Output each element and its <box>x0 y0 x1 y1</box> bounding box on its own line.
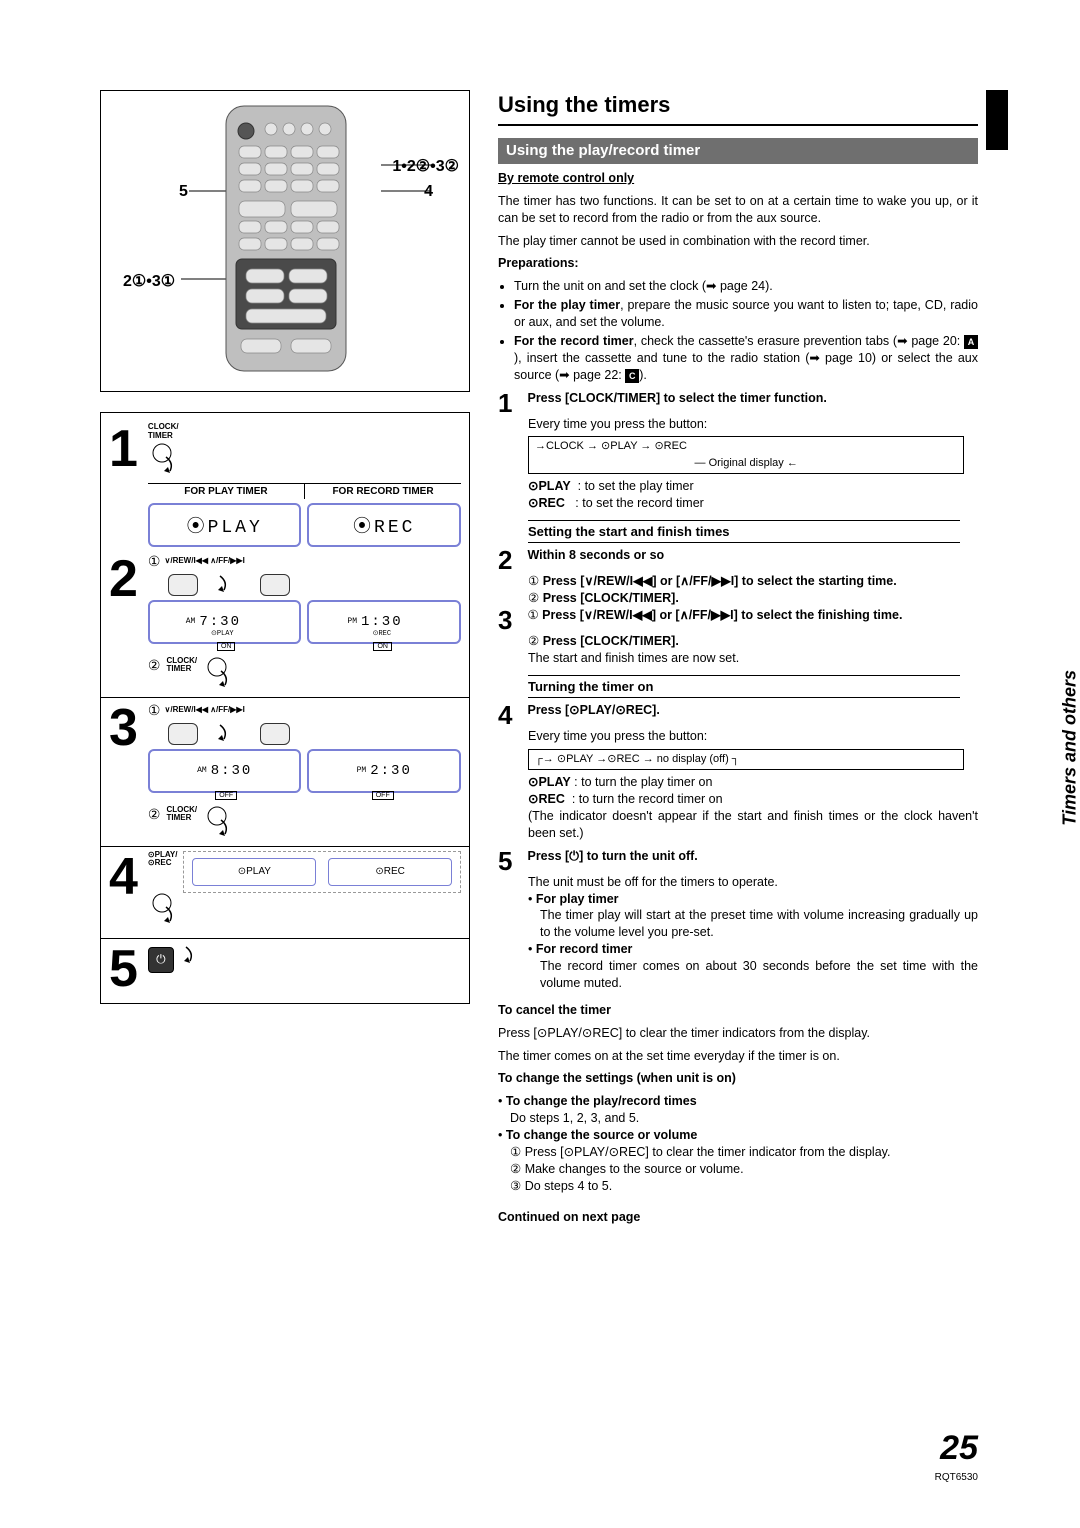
lcd-rec: ⦿REC <box>307 503 461 547</box>
setting-times-head: Setting the start and finish times <box>528 520 960 544</box>
prep-item: Turn the unit on and set the clock (➡ pa… <box>514 278 978 295</box>
power-button-icon: ⏻ <box>148 947 174 973</box>
document-id: RQT6530 <box>935 1472 978 1483</box>
step-number: 4 <box>109 851 138 903</box>
press-hand-icon <box>148 893 182 927</box>
step1-illustration: 1 CLOCK/ TIMER FOR PLAY TIMER FOR RECORD… <box>109 423 461 547</box>
on-badge: ON <box>373 642 392 651</box>
change-head: To change the settings (when unit is on) <box>498 1070 978 1087</box>
step3-text: 3 ① Press [∨/REW/I◀◀] or [∧/FF/▶▶I] to s… <box>498 607 978 667</box>
cancel-body: Press [⊙PLAY/⊙REC] to clear the timer in… <box>498 1025 978 1042</box>
step5-text: 5 Press [⏻] to turn the unit off. The un… <box>498 848 978 992</box>
side-section-label: Timers and others <box>1058 670 1080 826</box>
substep-1-icon: ① <box>148 553 161 570</box>
prep-item: For the record timer, check the cassette… <box>514 333 978 384</box>
illustration-column: 1•2②•3② 4 5 2①•3① <box>100 90 470 1478</box>
step3-illustration: 3 ① ∨/REW/I◀◀ ∧/FF/▶▶I AM8:30 <box>109 702 461 840</box>
step-number: 1 <box>109 423 138 475</box>
play-timer-header: FOR PLAY TIMER <box>148 484 305 499</box>
intro-text-2: The play timer cannot be used in combina… <box>498 233 978 250</box>
page-number: 25 <box>940 1429 978 1468</box>
lcd-play: ⦿PLAY <box>148 503 302 547</box>
prep-item: For the play timer, prepare the music so… <box>514 297 978 331</box>
press-hand-icon <box>203 657 237 691</box>
record-timer-header: FOR RECORD TIMER <box>305 484 461 499</box>
lcd-end-play: AM8:30 <box>148 749 302 793</box>
step-number: 2 <box>109 553 138 605</box>
substep-2-icon: ② <box>148 806 161 823</box>
section-title: Using the timers <box>498 90 978 126</box>
instruction-column: Using the timers Using the play/record t… <box>498 90 978 1478</box>
continued-note: Continued on next page <box>498 1209 978 1226</box>
rew-ff-label: ∨/REW/I◀◀ ∧/FF/▶▶I <box>164 557 244 566</box>
rew-ff-label: ∨/REW/I◀◀ ∧/FF/▶▶I <box>164 706 244 715</box>
turning-on-head: Turning the timer on <box>528 675 960 699</box>
off-badge: OFF <box>215 791 237 800</box>
step4-text: 4 Press [⊙PLAY/⊙REC]. Every time you pre… <box>498 702 978 841</box>
play-rec-label: ⊙PLAY/ ⊙REC <box>148 851 178 869</box>
remote-diagram: 1•2②•3② 4 5 2①•3① <box>100 90 470 392</box>
by-remote-note: By remote control only <box>498 170 978 187</box>
play-box: ⊙PLAY <box>192 858 316 886</box>
on-badge: ON <box>217 642 236 651</box>
button-icon <box>260 574 290 596</box>
button-icon <box>260 723 290 745</box>
step4-illustration: 4 ⊙PLAY/ ⊙REC ⊙PLAY ⊙REC <box>109 851 461 932</box>
intro-text: The timer has two functions. It can be s… <box>498 193 978 227</box>
step-number: 5 <box>109 943 138 995</box>
press-hand-icon <box>216 721 242 747</box>
cancel-head: To cancel the timer <box>498 1002 978 1019</box>
press-hand-icon <box>203 806 237 840</box>
step-number: 3 <box>109 702 138 754</box>
step2-text: 2 Within 8 seconds or so ① Press [∨/REW/… <box>498 547 978 607</box>
clock-timer-label: CLOCK/ TIMER <box>166 806 197 824</box>
press-hand-icon <box>216 572 242 598</box>
lcd-start-rec: PM1:30 ⊙REC <box>307 600 461 644</box>
step1-text: 1 Press [CLOCK/TIMER] to select the time… <box>498 390 978 512</box>
clock-timer-label: CLOCK/ TIMER <box>166 657 197 675</box>
preparations-list: Turn the unit on and set the clock (➡ pa… <box>498 278 978 383</box>
step5-illustration: 5 ⏻ <box>109 943 461 995</box>
rec-box: ⊙REC <box>328 858 452 886</box>
subsection-title: Using the play/record timer <box>498 138 978 164</box>
press-hand-icon <box>178 943 212 977</box>
clock-timer-label: CLOCK/ TIMER <box>148 423 179 441</box>
lcd-end-rec: PM2:30 <box>307 749 461 793</box>
substep-1-icon: ① <box>148 702 161 719</box>
press-hand-icon <box>148 443 182 477</box>
preparations-head: Preparations: <box>498 255 978 272</box>
steps-diagram: 1 CLOCK/ TIMER FOR PLAY TIMER FOR RECORD… <box>100 412 470 1004</box>
cancel-note: The timer comes on at the set time every… <box>498 1048 978 1065</box>
button-icon <box>168 574 198 596</box>
step2-illustration: 2 ① ∨/REW/I◀◀ ∧/FF/▶▶I AM7:30 ⊙ <box>109 553 461 691</box>
button-icon <box>168 723 198 745</box>
remote-control-icon <box>211 101 361 381</box>
substep-2-icon: ② <box>148 657 161 674</box>
off-badge: OFF <box>372 791 394 800</box>
lcd-start-play: AM7:30 ⊙PLAY <box>148 600 302 644</box>
section-tab <box>986 90 1008 150</box>
